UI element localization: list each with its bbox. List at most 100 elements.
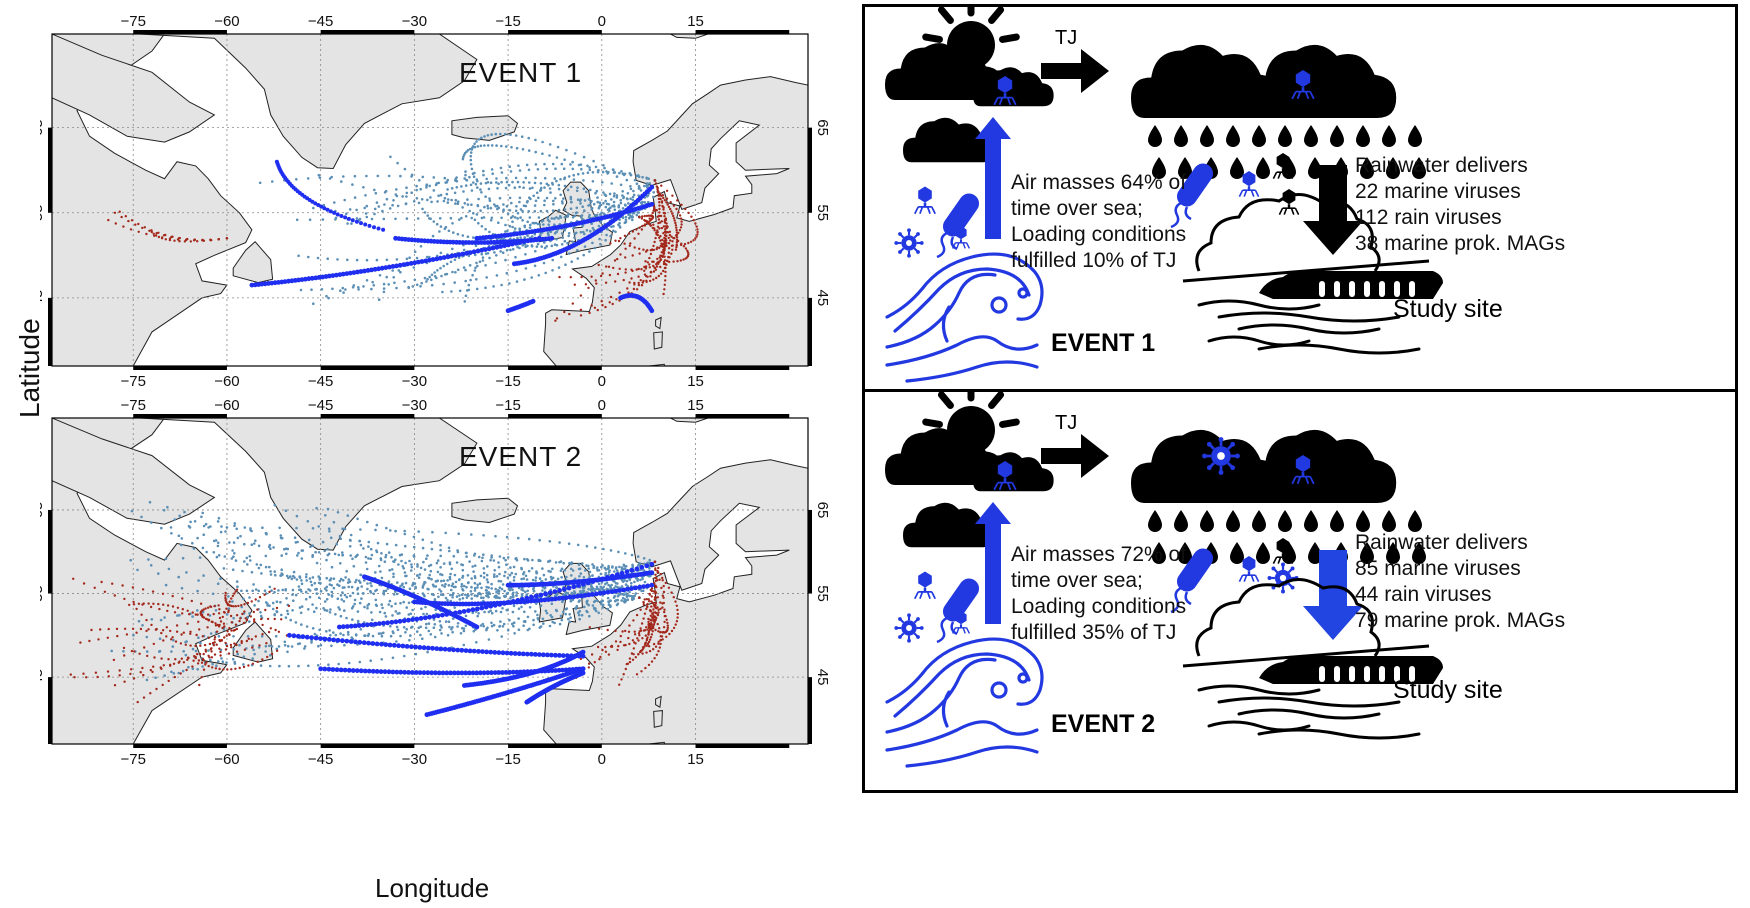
trajectory-point bbox=[537, 274, 541, 277]
trajectory-point bbox=[570, 562, 573, 566]
trajectory-point bbox=[492, 559, 496, 562]
trajectory-point bbox=[446, 579, 449, 582]
trajectory-point bbox=[402, 669, 407, 675]
trajectory-point bbox=[122, 646, 126, 650]
trajectory-point bbox=[522, 204, 526, 207]
trajectory-point bbox=[628, 624, 631, 627]
trajectory-point bbox=[335, 542, 339, 546]
trajectory-point bbox=[623, 234, 627, 237]
trajectory-point bbox=[189, 240, 192, 243]
trajectory-point bbox=[660, 201, 664, 204]
trajectory-point bbox=[256, 660, 259, 663]
raindrops-icon bbox=[1148, 125, 1426, 179]
trajectory-point bbox=[201, 657, 205, 661]
trajectory-point bbox=[164, 583, 168, 587]
trajectory-point bbox=[348, 208, 352, 211]
trajectory-point bbox=[686, 251, 690, 254]
trajectory-point bbox=[440, 670, 446, 676]
trajectory-point bbox=[305, 579, 309, 582]
trajectory-point bbox=[651, 630, 654, 633]
lon-tick-label: −30 bbox=[402, 13, 427, 30]
trajectory-point bbox=[515, 594, 518, 597]
trajectory-point bbox=[646, 261, 649, 264]
trajectory-point bbox=[419, 259, 425, 264]
trajectory-point bbox=[239, 534, 242, 538]
trajectory-point bbox=[628, 281, 631, 284]
trajectory-point bbox=[360, 585, 364, 588]
trajectory-point bbox=[254, 635, 257, 638]
trajectory bbox=[173, 518, 641, 599]
trajectory-point bbox=[204, 607, 207, 610]
trajectory-point bbox=[637, 275, 640, 278]
trajectory-point bbox=[515, 557, 518, 560]
trajectory-point bbox=[317, 644, 320, 648]
trajectory-point bbox=[275, 600, 279, 603]
trajectory-point bbox=[153, 234, 156, 237]
trajectory-point bbox=[654, 601, 657, 604]
trajectory-point bbox=[228, 627, 231, 630]
trajectory-point bbox=[379, 632, 383, 635]
trajectory-point bbox=[331, 287, 334, 291]
trajectory-point bbox=[629, 586, 634, 591]
trajectory-point bbox=[464, 614, 468, 618]
trajectory-point bbox=[624, 268, 627, 271]
trajectory-point bbox=[170, 638, 173, 641]
trajectory-point bbox=[454, 202, 457, 205]
trajectory-point bbox=[428, 184, 432, 188]
trajectory-point bbox=[589, 229, 592, 233]
trajectory-point bbox=[641, 637, 644, 640]
trajectory-point bbox=[372, 592, 376, 596]
trajectory-point bbox=[225, 661, 228, 664]
trajectory-point bbox=[460, 185, 463, 188]
trajectory-point bbox=[543, 162, 546, 166]
trajectory-point bbox=[533, 204, 537, 207]
trajectory-point bbox=[285, 574, 289, 578]
trajectory-point bbox=[608, 192, 612, 196]
trajectory-point bbox=[530, 298, 536, 304]
trajectory-point bbox=[230, 621, 233, 624]
trajectory-point bbox=[649, 636, 653, 639]
trajectory-point bbox=[668, 233, 672, 237]
trajectory-point bbox=[658, 246, 661, 250]
trajectory-point bbox=[251, 657, 254, 660]
trajectory-point bbox=[383, 560, 387, 563]
trajectory-point bbox=[212, 612, 215, 616]
trajectory-point bbox=[333, 201, 336, 204]
trajectory-point bbox=[604, 645, 607, 649]
trajectory-point bbox=[470, 597, 474, 600]
trajectory-point bbox=[268, 644, 271, 648]
trajectory-point bbox=[630, 581, 633, 585]
lon-tick-label: −75 bbox=[120, 398, 145, 414]
trajectory-point bbox=[339, 577, 343, 581]
trajectory-point bbox=[165, 635, 168, 638]
trajectory-point bbox=[658, 227, 661, 230]
trajectory-point bbox=[218, 638, 221, 642]
trajectory-point bbox=[215, 555, 219, 559]
trajectory-point bbox=[513, 186, 517, 189]
trajectory-point bbox=[521, 219, 524, 222]
trajectory-point bbox=[581, 586, 585, 590]
trajectory-point bbox=[149, 605, 153, 609]
trajectory-point bbox=[648, 256, 651, 260]
trajectory-point bbox=[230, 629, 233, 632]
trajectory-point bbox=[657, 640, 660, 643]
trajectory-point bbox=[444, 670, 450, 676]
trajectory-point bbox=[418, 573, 422, 576]
trajectory-point bbox=[432, 585, 436, 588]
trajectory-point bbox=[638, 634, 641, 637]
trajectory-point bbox=[145, 629, 148, 633]
trajectory-point bbox=[238, 643, 241, 647]
trajectory-point bbox=[401, 195, 404, 198]
trajectory-point bbox=[479, 188, 482, 191]
trajectory-point bbox=[137, 222, 140, 226]
trajectory-point bbox=[553, 232, 557, 235]
trajectory-point bbox=[395, 592, 399, 596]
trajectory-point bbox=[307, 538, 311, 542]
trajectory-point bbox=[678, 214, 682, 217]
trajectory-point bbox=[551, 269, 554, 272]
trajectory-point bbox=[411, 583, 415, 586]
trajectory-point bbox=[619, 237, 622, 240]
trajectory-point bbox=[205, 661, 208, 664]
trajectory-point bbox=[500, 144, 503, 148]
trajectory-point bbox=[452, 253, 458, 258]
